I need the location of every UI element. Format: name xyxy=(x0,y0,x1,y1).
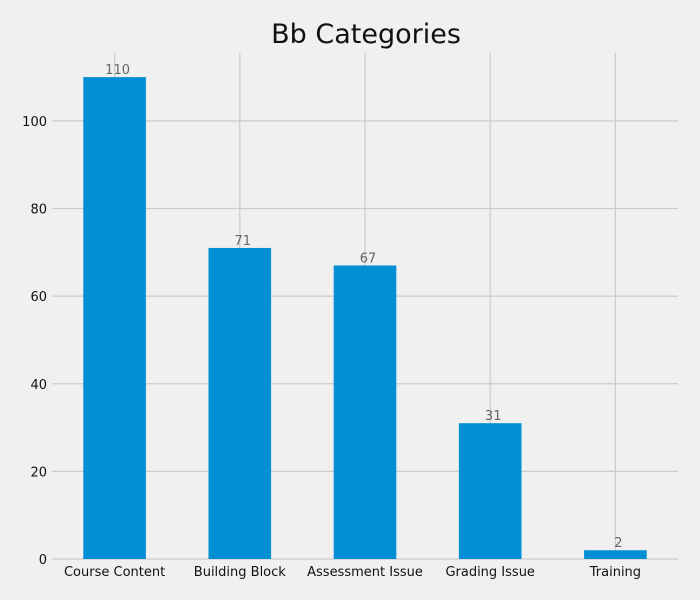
y-tick-label: 20 xyxy=(30,465,47,480)
bars xyxy=(83,77,647,559)
y-tick-label: 60 xyxy=(30,290,47,305)
x-tick-label: Assessment Issue xyxy=(307,565,423,580)
bar-value-label: 31 xyxy=(485,409,502,424)
x-tick-label: Building Block xyxy=(194,565,287,580)
bar xyxy=(333,265,397,559)
bar xyxy=(83,77,146,559)
bar xyxy=(458,423,522,559)
bar xyxy=(208,247,272,559)
bar xyxy=(584,550,647,559)
y-axis-ticks: 0 20 40 60 80 100 xyxy=(22,115,47,568)
y-tick-label: 0 xyxy=(39,553,47,568)
bar-value-label: 71 xyxy=(235,234,252,249)
data-labels: 110 71 67 31 2 xyxy=(105,63,622,551)
bar-value-label: 110 xyxy=(105,63,130,78)
y-tick-label: 80 xyxy=(30,203,47,218)
x-axis-ticks: Course Content Building Block Assessment I… xyxy=(64,565,641,580)
x-tick-label: Grading Issue xyxy=(445,565,535,580)
y-tick-label: 40 xyxy=(30,378,47,393)
bar-value-label: 2 xyxy=(614,536,622,551)
y-tick-label: 100 xyxy=(22,115,47,130)
x-tick-label: Course Content xyxy=(64,565,165,580)
x-tick-label: Training xyxy=(589,565,641,580)
bar-value-label: 67 xyxy=(360,251,377,266)
chart-title: Bb Categories xyxy=(271,19,461,50)
